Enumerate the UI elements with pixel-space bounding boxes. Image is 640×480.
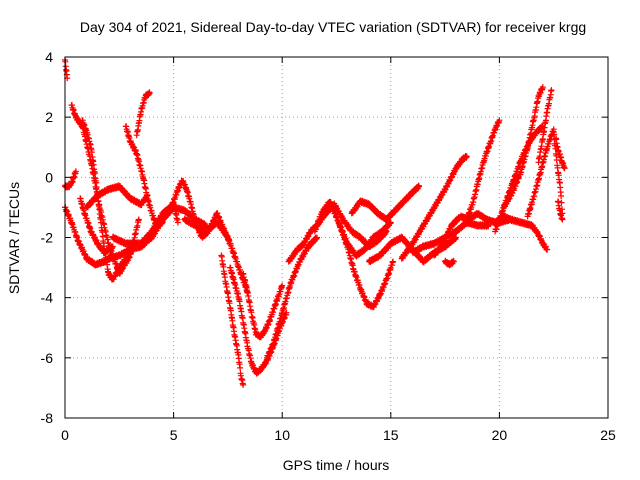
series-arc-36: [555, 198, 566, 223]
series-arc-32: [524, 126, 557, 220]
series-arc-01: [62, 57, 71, 82]
series-arc-35: [552, 135, 568, 172]
y-axis-label: SDTVAR / TECUs: [6, 182, 22, 294]
x-tick-label: 10: [274, 427, 290, 443]
series-arc-30: [500, 84, 546, 211]
series-arc-04: [79, 117, 134, 283]
series-arc-09: [122, 123, 166, 230]
series-arc-33: [535, 87, 555, 166]
series-arc-10: [133, 89, 153, 139]
series-arc-21: [335, 219, 396, 311]
y-tick-label: -4: [41, 290, 54, 306]
series-arc-22: [348, 182, 422, 223]
y-tick-label: -2: [41, 230, 54, 246]
axis-ticks: 0 5 10 15 20 25 -8 -6 -4 -2 0 2 4: [41, 49, 616, 443]
x-tick-label: 0: [61, 427, 69, 443]
series-arc-15: [218, 252, 247, 388]
y-tick-label: -8: [41, 410, 54, 426]
series-arc-18: [264, 234, 320, 361]
x-tick-label: 5: [170, 427, 178, 443]
chart-title: Day 304 of 2021, Sidereal Day-to-day VTE…: [80, 19, 586, 35]
x-tick-label: 15: [383, 427, 399, 443]
series-arc-07: [83, 182, 151, 211]
series-arc-31: [496, 215, 551, 253]
series-arc-17: [240, 270, 286, 341]
series-arc-06: [77, 195, 116, 257]
data-series: [62, 57, 568, 388]
series-arc-27: [442, 257, 457, 269]
y-tick-label: -6: [41, 350, 54, 366]
series-arc-24: [398, 153, 470, 262]
x-axis-label: GPS time / hours: [283, 457, 390, 473]
y-tick-label: 4: [45, 49, 53, 65]
y-tick-label: 2: [45, 109, 53, 125]
y-tick-label: 0: [45, 169, 53, 185]
x-tick-label: 25: [600, 427, 616, 443]
series-arc-14: [181, 215, 251, 295]
series-arc-28: [463, 117, 503, 223]
x-tick-label: 20: [492, 427, 508, 443]
